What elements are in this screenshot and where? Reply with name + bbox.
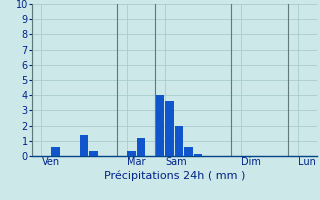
X-axis label: Précipitations 24h ( mm ): Précipitations 24h ( mm ) <box>104 170 245 181</box>
Bar <box>194 154 203 156</box>
Bar <box>137 138 146 156</box>
Bar <box>52 147 60 156</box>
Bar <box>80 135 89 156</box>
Bar <box>89 151 98 156</box>
Bar <box>127 151 136 156</box>
Bar <box>184 147 193 156</box>
Bar <box>175 126 183 156</box>
Bar <box>156 95 164 156</box>
Bar <box>165 101 174 156</box>
